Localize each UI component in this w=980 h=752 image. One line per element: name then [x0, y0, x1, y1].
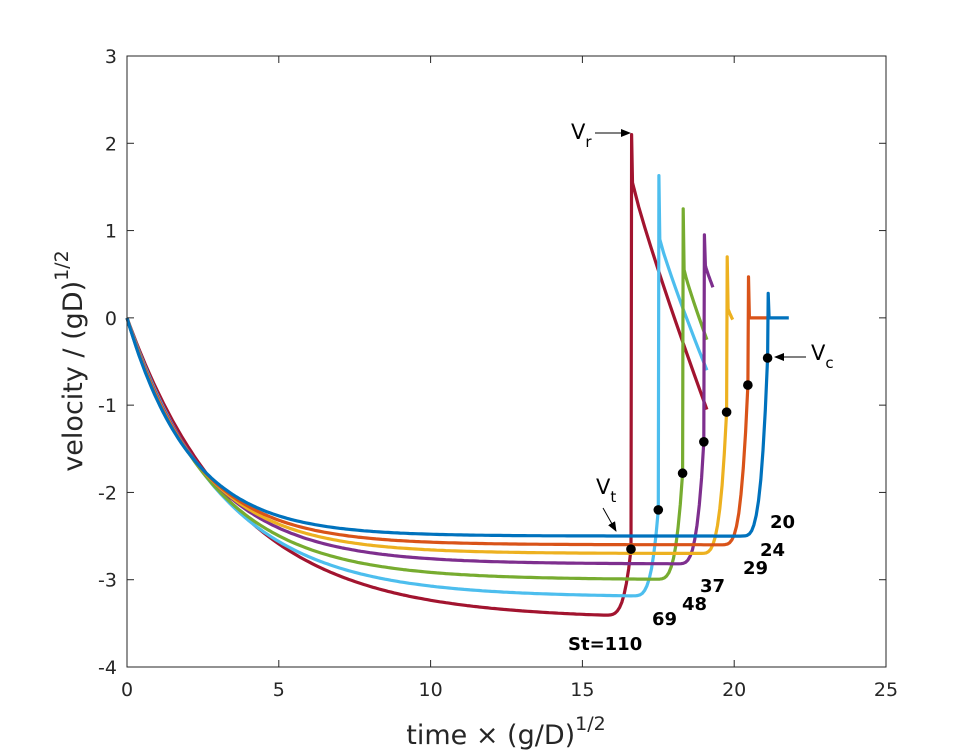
y-tick-label: -2: [98, 482, 117, 504]
contact-point-5: [743, 380, 753, 390]
contact-point-2: [677, 468, 688, 479]
plot-frame: [126, 55, 887, 668]
series-line-5: [125, 275, 768, 547]
contact-point-1: [653, 505, 664, 515]
annotation-vc-main: V: [811, 341, 826, 365]
annotation-vr: Vr: [571, 120, 592, 151]
x-axis-label-base: time × (g/D): [406, 720, 575, 751]
y-tick-label: -1: [98, 395, 117, 417]
contact-point-4: [721, 407, 732, 417]
contact-dot-layer: [626, 353, 773, 554]
x-axis-label: time × (g/D)1/2: [406, 713, 605, 751]
x-tick-label: 10: [419, 679, 443, 701]
series-layer: [125, 133, 789, 617]
y-tick-label: 0: [105, 308, 117, 330]
contact-point-6: [762, 353, 773, 363]
y-tick-label: 3: [105, 46, 117, 68]
x-axis-label-sup: 1/2: [575, 713, 606, 735]
annotation-vr-main: V: [571, 120, 586, 144]
tick-layer: 0 5 10 15 20 25 -4 -3 -2 -1 0 1 2 3: [98, 46, 898, 701]
annotation-vc-sub: c: [825, 354, 833, 372]
x-tick-label: 25: [874, 679, 898, 701]
series-label-48: 48: [682, 594, 707, 615]
plot-area: [127, 56, 886, 667]
x-tick-label: 15: [570, 679, 594, 701]
annotation-vt-arrow: [602, 507, 617, 532]
annotation-vt-sub: t: [610, 488, 616, 506]
y-tick-label: -3: [98, 570, 117, 592]
annotation-vt: Vt: [596, 475, 616, 506]
y-tick-label: 1: [105, 221, 117, 243]
contact-point-0: [626, 544, 636, 554]
x-tick-label: 5: [273, 679, 285, 701]
series-label-24: 24: [760, 540, 785, 561]
annotation-vc: Vc: [811, 341, 834, 372]
contact-point-3: [699, 437, 709, 447]
annotation-vt-main: V: [596, 475, 611, 499]
y-axis-label-base: velocity / (gD): [58, 281, 89, 472]
series-label-st110: St=110: [568, 634, 642, 655]
series-label-20: 20: [770, 512, 795, 533]
series-label-29: 29: [743, 558, 768, 579]
series-line-6: [125, 291, 789, 538]
y-axis-label-sup: 1/2: [51, 250, 73, 281]
x-tick-label: 0: [121, 679, 133, 701]
series-label-69: 69: [652, 609, 677, 630]
y-tick-label: -4: [98, 657, 117, 679]
y-tick-label: 2: [105, 133, 117, 155]
y-axis-label: velocity / (gD)1/2: [51, 250, 89, 471]
series-line-2: [125, 207, 709, 581]
x-tick-label: 20: [722, 679, 746, 701]
annotation-vr-sub: r: [585, 133, 592, 151]
series-label-37: 37: [700, 576, 725, 597]
